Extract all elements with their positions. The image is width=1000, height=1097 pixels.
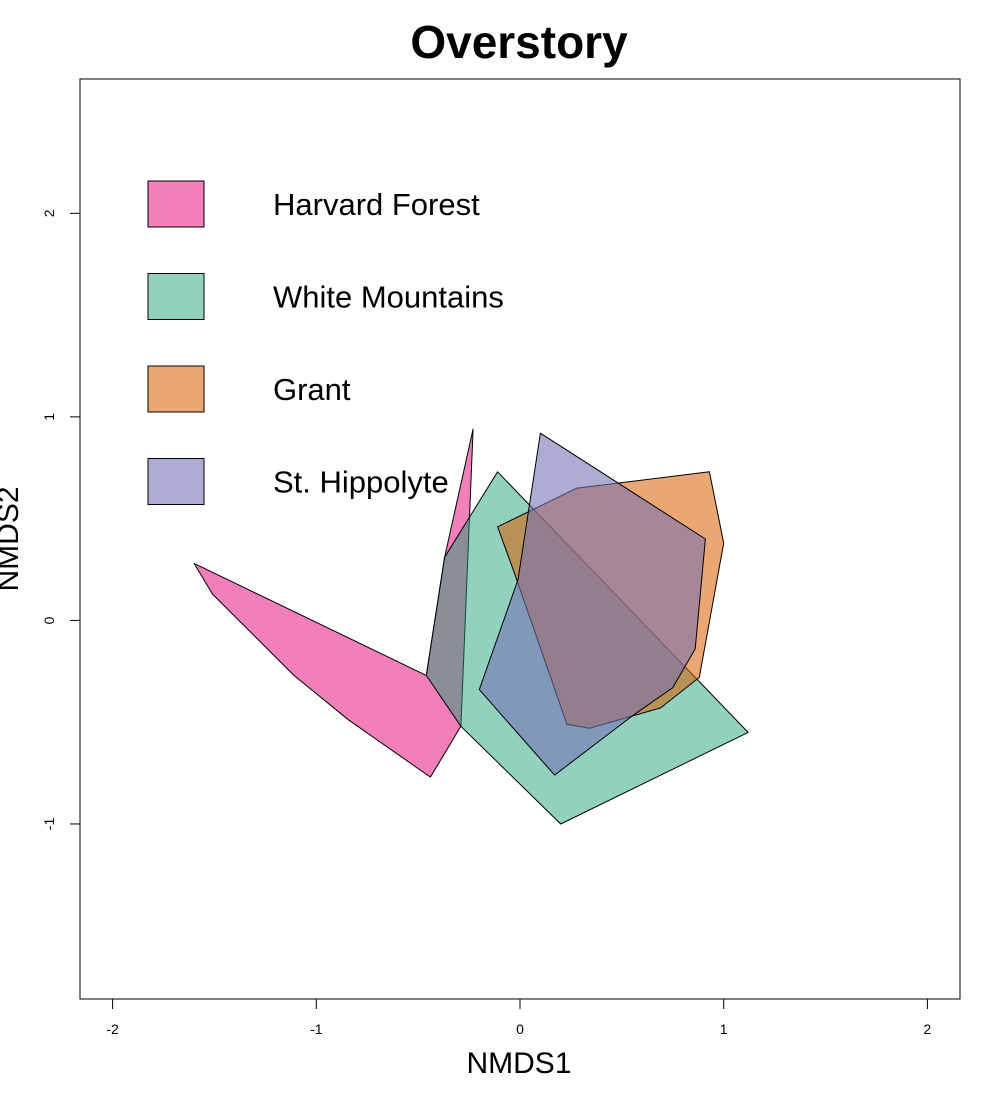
legend-label: St. Hippolyte bbox=[273, 465, 449, 500]
y-tick-label: -1 bbox=[41, 818, 57, 831]
y-axis-label: NMDS2 bbox=[0, 486, 25, 591]
y-tick-label: 1 bbox=[41, 413, 57, 421]
legend-item-white-mountains: White Mountains bbox=[147, 273, 504, 320]
legend-swatch bbox=[147, 273, 205, 320]
x-tick-label: 1 bbox=[720, 1021, 728, 1037]
x-tick-label: 2 bbox=[924, 1021, 932, 1037]
legend-item-harvard-forest: Harvard Forest bbox=[147, 180, 480, 228]
legend-swatch bbox=[147, 180, 205, 228]
x-axis: -2 -1 0 1 2 bbox=[106, 998, 932, 1037]
chart-title: Overstory bbox=[410, 16, 628, 68]
legend: Harvard Forest White Mountains Grant St. Hi… bbox=[147, 180, 504, 505]
x-tick-label: -1 bbox=[310, 1021, 323, 1037]
legend-label: Harvard Forest bbox=[273, 187, 480, 222]
y-tick-label: 0 bbox=[41, 616, 57, 624]
legend-swatch bbox=[147, 458, 205, 505]
legend-item-grant: Grant bbox=[147, 365, 351, 413]
legend-swatch bbox=[147, 365, 205, 413]
y-tick-label: 2 bbox=[41, 209, 57, 217]
legend-label: White Mountains bbox=[273, 280, 504, 315]
x-tick-label: 0 bbox=[516, 1021, 524, 1037]
y-axis: -1 0 1 2 bbox=[41, 209, 81, 831]
hull-layer bbox=[193, 428, 749, 825]
x-axis-label: NMDS1 bbox=[466, 1047, 571, 1080]
legend-label: Grant bbox=[273, 372, 351, 407]
x-tick-label: -2 bbox=[106, 1021, 119, 1037]
hull-st-hippolyte bbox=[478, 432, 706, 776]
legend-item-st-hippolyte: St. Hippolyte bbox=[147, 458, 449, 505]
